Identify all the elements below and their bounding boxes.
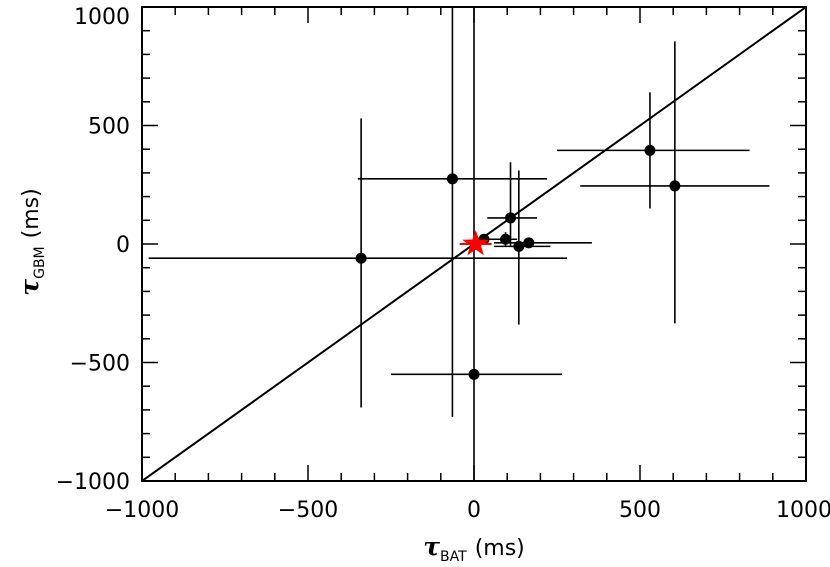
y-axis-unit: (ms): [19, 188, 44, 238]
data-point-group: [357, 7, 548, 418]
x-tick-label: −500: [278, 498, 338, 523]
data-point-group: [487, 162, 538, 247]
axis-ticks: [141, 6, 807, 482]
data-point-group: [493, 170, 551, 325]
y-tick-label: 1000: [74, 5, 130, 30]
data-point: [468, 368, 480, 380]
data-point-group: [557, 92, 750, 209]
data-point: [669, 180, 681, 192]
data-point-group: [148, 118, 567, 408]
y-tick-label: −500: [70, 352, 130, 377]
data-point: [513, 240, 525, 252]
y-axis-subscript: GBM: [32, 246, 48, 279]
y-tick-label: −1000: [56, 470, 130, 495]
x-tick-label: −1000: [105, 498, 179, 523]
data-point: [446, 173, 458, 185]
plot-content: [142, 7, 806, 481]
x-axis-symbol: τ: [423, 532, 440, 561]
y-tick-label: 0: [116, 233, 130, 258]
data-point-group: [580, 41, 770, 324]
y-tick-label: 500: [88, 115, 130, 140]
x-tick-label: 500: [619, 498, 661, 523]
data-point: [523, 237, 535, 249]
data-point: [355, 252, 367, 264]
data-point-group: [493, 237, 592, 249]
x-tick-label: 1000: [776, 498, 830, 523]
y-axis-symbol: τ: [15, 279, 44, 296]
x-axis-label: τBAT (ms): [423, 532, 525, 565]
x-axis-subscript: BAT: [440, 549, 467, 565]
data-point: [644, 144, 656, 156]
data-point: [505, 212, 517, 224]
data-point: [500, 233, 512, 245]
tick-labels: −1000 −500 0 500 1000 −1000 −500 0 500 1000: [56, 5, 830, 523]
highlight-star: [462, 230, 489, 256]
data-point-group: [493, 232, 518, 247]
x-axis-unit: (ms): [475, 536, 525, 561]
plot-area: [141, 6, 807, 482]
y-axis-label: τGBM (ms): [15, 188, 48, 295]
x-tick-label: 0: [467, 498, 481, 523]
